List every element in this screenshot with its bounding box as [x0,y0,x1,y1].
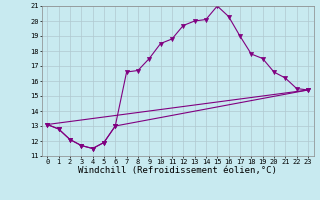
X-axis label: Windchill (Refroidissement éolien,°C): Windchill (Refroidissement éolien,°C) [78,166,277,175]
